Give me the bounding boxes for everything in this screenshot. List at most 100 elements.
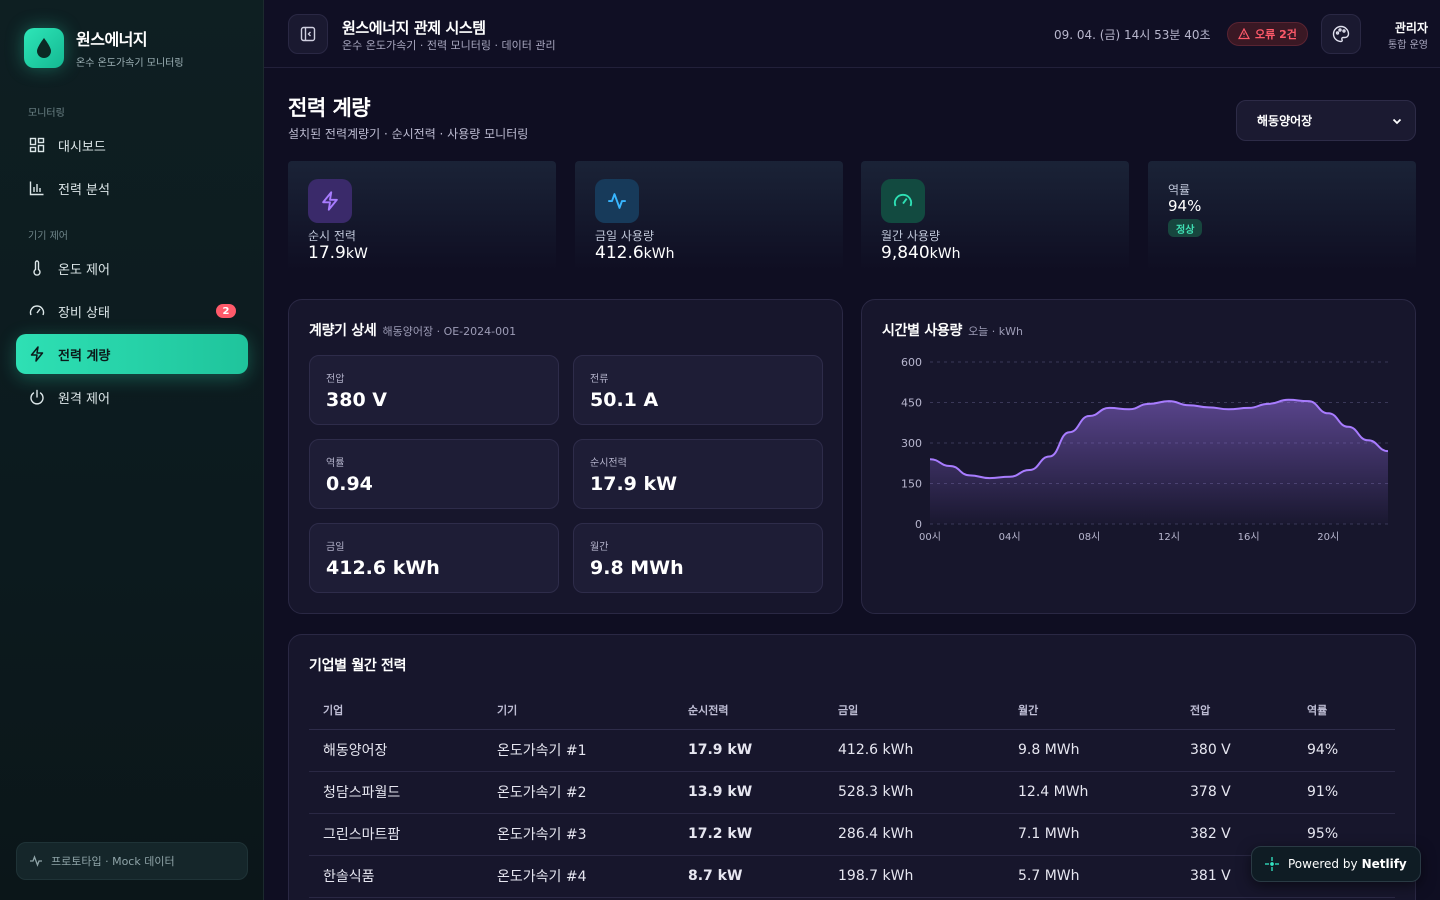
table-row[interactable]: 청담스파월드 온도가속기 #2 13.9 kW 528.3 kWh 12.4 M… — [309, 771, 1395, 814]
table-cell: 17.9 kW — [674, 729, 824, 772]
app-subtitle: 온수 온도가속기 · 전력 모니터링 · 데이터 관리 — [342, 39, 556, 52]
site-select[interactable]: 해동양어장 — [1236, 100, 1416, 141]
sidebar-item-equipment-status[interactable]: 장비 상태 2 — [16, 291, 248, 331]
netlify-icon — [1264, 856, 1280, 872]
status-badge: 정상 — [1168, 219, 1203, 237]
thermometer-icon — [28, 259, 46, 277]
usage-line — [929, 398, 1389, 480]
data-point[interactable] — [967, 472, 973, 478]
kpi-today-usage: 금일 사용량 412.6kWh — [575, 161, 843, 271]
x-tick-label: 12시 — [1158, 531, 1180, 543]
data-point[interactable] — [1325, 410, 1331, 416]
data-point[interactable] — [1146, 401, 1152, 407]
kpi-value: 9,840kWh — [881, 243, 961, 263]
column-header[interactable]: 월간 — [1004, 691, 1176, 730]
table-cell: 한솔식품 — [309, 855, 483, 898]
table-cell: 5.7 MWh — [1004, 855, 1176, 898]
data-point[interactable] — [987, 475, 993, 481]
column-header[interactable]: 역률 — [1293, 691, 1395, 730]
metric-label: 전압 — [326, 374, 345, 385]
metric-value: 412.6 kWh — [326, 557, 440, 579]
data-point[interactable] — [1365, 437, 1371, 443]
kpi-value: 412.6kWh — [595, 243, 675, 263]
user-role: 통합 운영 — [1388, 40, 1428, 51]
error-alert-badge[interactable]: 오류 2건 — [1227, 22, 1308, 46]
gauge-icon — [881, 179, 925, 223]
metric-instant-power: 순시전력 17.9 kW — [573, 439, 823, 509]
topbar: 원스에너지 관제 시스템 온수 온도가속기 · 전력 모니터링 · 데이터 관리… — [264, 0, 1440, 68]
data-point[interactable] — [1206, 404, 1212, 410]
y-tick-label: 450 — [901, 397, 922, 410]
data-point[interactable] — [947, 463, 953, 469]
metric-today: 금일 412.6 kWh — [309, 523, 559, 593]
y-tick-label: 150 — [901, 478, 922, 491]
sidebar-item-power-analysis[interactable]: 전력 분석 — [16, 168, 248, 208]
kpi-label: 월간 사용량 — [881, 229, 941, 243]
table-row[interactable]: 해동양어장 온도가속기 #1 17.9 kW 412.6 kWh 9.8 MWh… — [309, 729, 1395, 772]
bolt-icon — [308, 179, 352, 223]
theme-button[interactable] — [1321, 14, 1361, 54]
table-cell: 286.4 kWh — [824, 813, 1004, 856]
data-point[interactable] — [1027, 467, 1033, 473]
data-point[interactable] — [1007, 474, 1013, 480]
data-point[interactable] — [1166, 398, 1172, 404]
data-point[interactable] — [927, 456, 933, 462]
panel-left-icon — [300, 26, 316, 42]
sidebar-item-label: 대시보드 — [58, 139, 106, 155]
data-point[interactable] — [1106, 405, 1112, 411]
kpi-value: 94% — [1168, 197, 1202, 215]
sidebar-item-label: 전력 분석 — [58, 182, 110, 198]
sidebar-item-label: 장비 상태 — [58, 305, 110, 321]
gauge-icon — [28, 302, 46, 320]
table-cell: 378 V — [1176, 771, 1293, 814]
data-point[interactable] — [1345, 424, 1351, 430]
metric-current: 전류 50.1 A — [573, 355, 823, 425]
table-row[interactable]: 그린스마트팜 온도가속기 #3 17.2 kW 286.4 kWh 7.1 MW… — [309, 813, 1395, 856]
data-point[interactable] — [1126, 406, 1132, 412]
sidebar-item-remote-control[interactable]: 원격 제어 — [16, 377, 248, 417]
data-point[interactable] — [1266, 401, 1272, 407]
card-title: 계량기 상세 해동양어장 · OE-2024-001 — [309, 323, 517, 339]
y-tick-label: 300 — [901, 437, 922, 450]
column-header[interactable]: 전압 — [1176, 691, 1293, 730]
sidebar-item-label: 전력 계량 — [58, 348, 111, 364]
sidebar-item-temperature[interactable]: 온도 제어 — [16, 248, 248, 288]
sidebar-item-power-metering[interactable]: 전력 계량 — [16, 334, 248, 374]
card-meta: 오늘 · kWh — [968, 325, 1024, 338]
hourly-usage-card: 시간별 사용량 오늘 · kWh 0 150 300 450 600 00시 04시 08시 12… — [861, 299, 1416, 614]
netlify-badge[interactable]: Powered by Netlify — [1251, 846, 1421, 882]
x-tick-label: 04시 — [999, 531, 1021, 543]
activity-icon — [595, 179, 639, 223]
column-header[interactable]: 금일 — [824, 691, 1004, 730]
table-cell: 94% — [1293, 729, 1395, 772]
data-point[interactable] — [1186, 402, 1192, 408]
data-point[interactable] — [1385, 448, 1391, 454]
nav-section-monitoring: 모니터링 — [28, 108, 65, 119]
data-point[interactable] — [1066, 429, 1072, 435]
column-header[interactable]: 순시전력 — [674, 691, 824, 730]
data-point[interactable] — [1285, 397, 1291, 403]
data-point[interactable] — [1046, 454, 1052, 460]
user-name[interactable]: 관리자 — [1394, 21, 1428, 35]
palette-icon — [1332, 25, 1350, 43]
sidebar-item-dashboard[interactable]: 대시보드 — [16, 125, 248, 165]
table-cell: 온도가속기 #4 — [483, 855, 674, 898]
metric-voltage: 전압 380 V — [309, 355, 559, 425]
table-cell: 온도가속기 #3 — [483, 813, 674, 856]
table-cell: 9.8 MWh — [1004, 729, 1176, 772]
card-meta: 해동양어장 · OE-2024-001 — [382, 325, 517, 338]
column-header[interactable]: 기기 — [483, 691, 674, 730]
data-point[interactable] — [1246, 405, 1252, 411]
data-point[interactable] — [1305, 398, 1311, 404]
table-row[interactable]: 한솔식품 온도가속기 #4 8.7 kW 198.7 kWh 5.7 MWh 3… — [309, 855, 1395, 898]
grid-icon — [28, 136, 46, 154]
company-table-card: 기업별 월간 전력 기업 기기 순시전력 금일 월간 전압 역률 해동양어장 온… — [288, 634, 1416, 900]
brand[interactable]: 원스에너지 온수 온도가속기 모니터링 — [24, 26, 184, 69]
data-point[interactable] — [1226, 406, 1232, 412]
sidebar-toggle-button[interactable] — [288, 14, 328, 54]
column-header[interactable]: 기업 — [309, 691, 483, 730]
brand-title: 원스에너지 — [76, 30, 148, 49]
metric-value: 50.1 A — [590, 389, 659, 411]
data-point[interactable] — [1086, 413, 1092, 419]
table-cell: 청담스파월드 — [309, 771, 483, 814]
